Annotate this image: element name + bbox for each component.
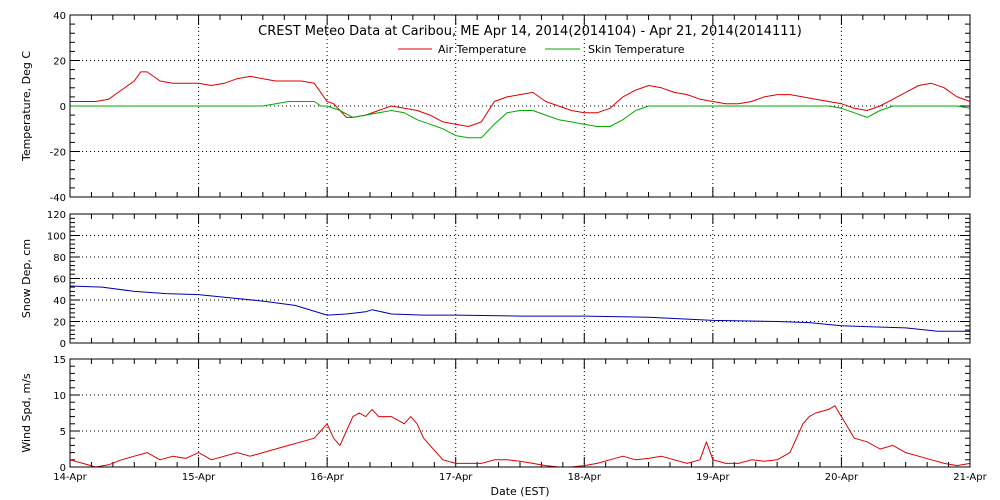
ytick-label: 15 [53,355,66,366]
date-xtick-labels: 14-Apr 15-Apr 16-Apr 17-Apr 18-Apr 19-Apr 20-A… [53,472,987,483]
xtick-label: 17-Apr [439,472,473,483]
legend-label-skin-temperature: Skin Temperature [588,43,685,56]
ytick-label: 0 [60,102,66,113]
xtick-label: 14-Apr [53,472,87,483]
wind-speed-ytick-labels: 15 10 5 0 [53,355,66,474]
temperature-ylabel: Temperature, Deg C [20,51,33,162]
temperature-panel: 40 20 0 -20 -40 Temperature, Deg C CREST Met… [20,11,971,204]
xtick-label: 21-Apr [953,472,987,483]
snow-depth-lines [69,285,970,332]
legend-label-air-temperature: Air Temperature [438,43,527,56]
series-line-skin-temperature [70,101,971,139]
wind-speed-lines [69,405,971,468]
snow-depth-ticks [69,213,971,344]
ytick-label: 120 [47,210,66,221]
ytick-label: 40 [53,11,66,22]
snow-depth-panel: 120 100 80 60 40 20 0 Snow Dep, cm [20,210,971,350]
ytick-label: -20 [50,148,66,159]
series-line-air-temperature [70,71,971,127]
snow-depth-ytick-labels: 120 100 80 60 40 20 0 [47,210,66,350]
ytick-label: 20 [53,57,66,68]
ytick-label: -40 [50,193,66,204]
xtick-label: 19-Apr [696,472,730,483]
ytick-label: 5 [60,427,66,438]
ytick-label: 0 [60,339,66,350]
xtick-label: 16-Apr [310,472,344,483]
ytick-label: 100 [47,232,66,243]
ytick-label: 80 [53,253,66,264]
ytick-label: 0 [60,463,66,474]
ytick-label: 10 [53,391,66,402]
ytick-label: 60 [53,275,66,286]
date-xlabel: Date (EST) [490,485,549,498]
chart-title: CREST Meteo Data at Caribou, ME Apr 14, … [258,24,802,39]
snow-depth-grid [70,214,970,343]
temperature-ytick-labels: 40 20 0 -20 -40 [50,11,66,204]
ytick-label: 20 [53,318,66,329]
temperature-lines [70,71,971,139]
temperature-frame [69,14,971,198]
temperature-legend: Air Temperature Skin Temperature [398,43,685,56]
wind-speed-panel: 15 10 5 0 14-Apr 15-Apr 16-Apr 17-Apr 18-Apr 19-… [20,355,988,498]
xtick-label: 20-Apr [825,472,859,483]
snow-depth-frame [69,213,971,344]
snow-depth-ylabel: Snow Dep, cm [20,239,33,318]
series-line-panel1 [69,285,970,332]
xtick-label: 15-Apr [182,472,216,483]
ytick-label: 40 [53,296,66,307]
xtick-label: 18-Apr [568,472,602,483]
wind-speed-ylabel: Wind Spd, m/s [20,373,33,453]
series-line-panel2 [69,405,971,468]
wind-speed-frame [69,358,971,468]
